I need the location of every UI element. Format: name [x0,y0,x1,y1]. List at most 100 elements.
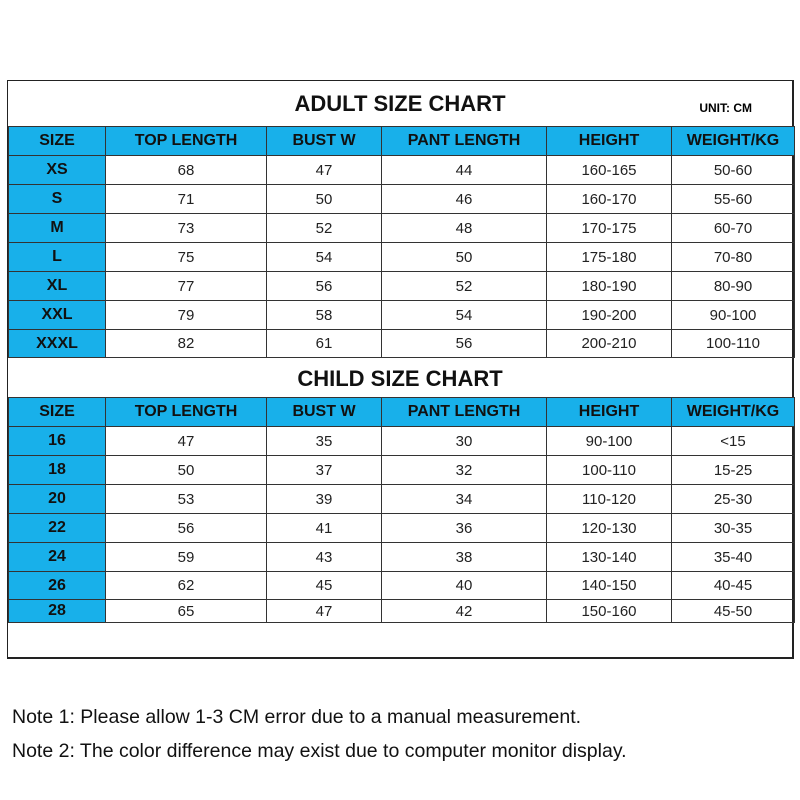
value-cell: 175-180 [546,242,672,272]
header-row: SIZE TOP LENGTH BUST W PANT LENGTH HEIGHT WEI… [8,397,795,427]
size-cell: XL [8,271,106,301]
value-cell: 40-45 [671,571,795,600]
value-cell: 100-110 [546,455,672,485]
value-cell: 60-70 [671,213,795,243]
value-cell: 50 [266,184,382,214]
value-cell: 190-200 [546,300,672,330]
value-cell: 32 [381,455,547,485]
value-cell: 43 [266,542,382,572]
unit-label: UNIT: CM [699,101,752,115]
size-cell: XXXL [8,329,106,358]
value-cell: 50 [105,455,267,485]
value-cell: 53 [105,484,267,514]
table-row: XS 68 47 44 160-165 50-60 [8,155,795,185]
value-cell: 37 [266,455,382,485]
value-cell: 120-130 [546,513,672,543]
column-header: SIZE [8,397,106,427]
value-cell: 38 [381,542,547,572]
child-table: SIZE TOP LENGTH BUST W PANT LENGTH HEIGHT WEI… [8,397,795,623]
table-row: L 75 54 50 175-180 70-80 [8,242,795,272]
column-header: HEIGHT [546,126,672,156]
size-cell: XS [8,155,106,185]
value-cell: 100-110 [671,329,795,358]
table-row: 16 47 35 30 90-100 <15 [8,426,795,456]
header-row: SIZE TOP LENGTH BUST W PANT LENGTH HEIGHT WEI… [8,126,795,156]
value-cell: 15-25 [671,455,795,485]
value-cell: 47 [266,599,382,623]
table-row: XXXL 82 61 56 200-210 100-110 [8,329,795,358]
value-cell: 59 [105,542,267,572]
table-row: 18 50 37 32 100-110 15-25 [8,455,795,485]
value-cell: 40 [381,571,547,600]
value-cell: 90-100 [546,426,672,456]
size-cell: 22 [8,513,106,543]
value-cell: 150-160 [546,599,672,623]
value-cell: 52 [381,271,547,301]
value-cell: 90-100 [671,300,795,330]
value-cell: 160-165 [546,155,672,185]
value-cell: 30-35 [671,513,795,543]
value-cell: 75 [105,242,267,272]
size-cell: 26 [8,571,106,600]
value-cell: 61 [266,329,382,358]
value-cell: 56 [105,513,267,543]
column-header: WEIGHT/KG [671,126,795,156]
table-row: S 71 50 46 160-170 55-60 [8,184,795,214]
adult-table: SIZE TOP LENGTH BUST W PANT LENGTH HEIGHT WEI… [8,126,795,358]
value-cell: 68 [105,155,267,185]
size-cell: 28 [8,599,106,623]
value-cell: 39 [266,484,382,514]
value-cell: <15 [671,426,795,456]
value-cell: 52 [266,213,382,243]
value-cell: 42 [381,599,547,623]
note-1: Note 1: Please allow 1-3 CM error due to… [12,706,582,728]
column-header: SIZE [8,126,106,156]
value-cell: 35 [266,426,382,456]
column-header: TOP LENGTH [105,126,267,156]
value-cell: 73 [105,213,267,243]
value-cell: 56 [266,271,382,301]
child-title: CHILD SIZE CHART [297,366,503,391]
value-cell: 110-120 [546,484,672,514]
value-cell: 45 [266,571,382,600]
table-row: XXL 79 58 54 190-200 90-100 [8,300,795,330]
table-row: 28 65 47 42 150-160 45-50 [8,599,795,623]
size-cell: S [8,184,106,214]
value-cell: 50-60 [671,155,795,185]
value-cell: 82 [105,329,267,358]
size-cell: XXL [8,300,106,330]
value-cell: 47 [105,426,267,456]
value-cell: 77 [105,271,267,301]
size-cell: L [8,242,106,272]
table-row: 22 56 41 36 120-130 30-35 [8,513,795,543]
value-cell: 140-150 [546,571,672,600]
value-cell: 46 [381,184,547,214]
value-cell: 48 [381,213,547,243]
value-cell: 70-80 [671,242,795,272]
value-cell: 54 [381,300,547,330]
value-cell: 50 [381,242,547,272]
value-cell: 80-90 [671,271,795,301]
value-cell: 36 [381,513,547,543]
value-cell: 200-210 [546,329,672,358]
value-cell: 55-60 [671,184,795,214]
value-cell: 58 [266,300,382,330]
value-cell: 71 [105,184,267,214]
value-cell: 54 [266,242,382,272]
value-cell: 79 [105,300,267,330]
column-header: TOP LENGTH [105,397,267,427]
size-cell: 18 [8,455,106,485]
value-cell: 180-190 [546,271,672,301]
table-row: XL 77 56 52 180-190 80-90 [8,271,795,301]
column-header: WEIGHT/KG [671,397,795,427]
size-cell: 20 [8,484,106,514]
table-row: 26 62 45 40 140-150 40-45 [8,571,795,600]
value-cell: 160-170 [546,184,672,214]
column-header: PANT LENGTH [381,397,547,427]
size-cell: M [8,213,106,243]
size-chart: ADULT SIZE CHART UNIT: CM SIZE TOP LENGTH… [7,80,795,659]
value-cell: 35-40 [671,542,795,572]
value-cell: 25-30 [671,484,795,514]
column-header: HEIGHT [546,397,672,427]
table-row: 20 53 39 34 110-120 25-30 [8,484,795,514]
